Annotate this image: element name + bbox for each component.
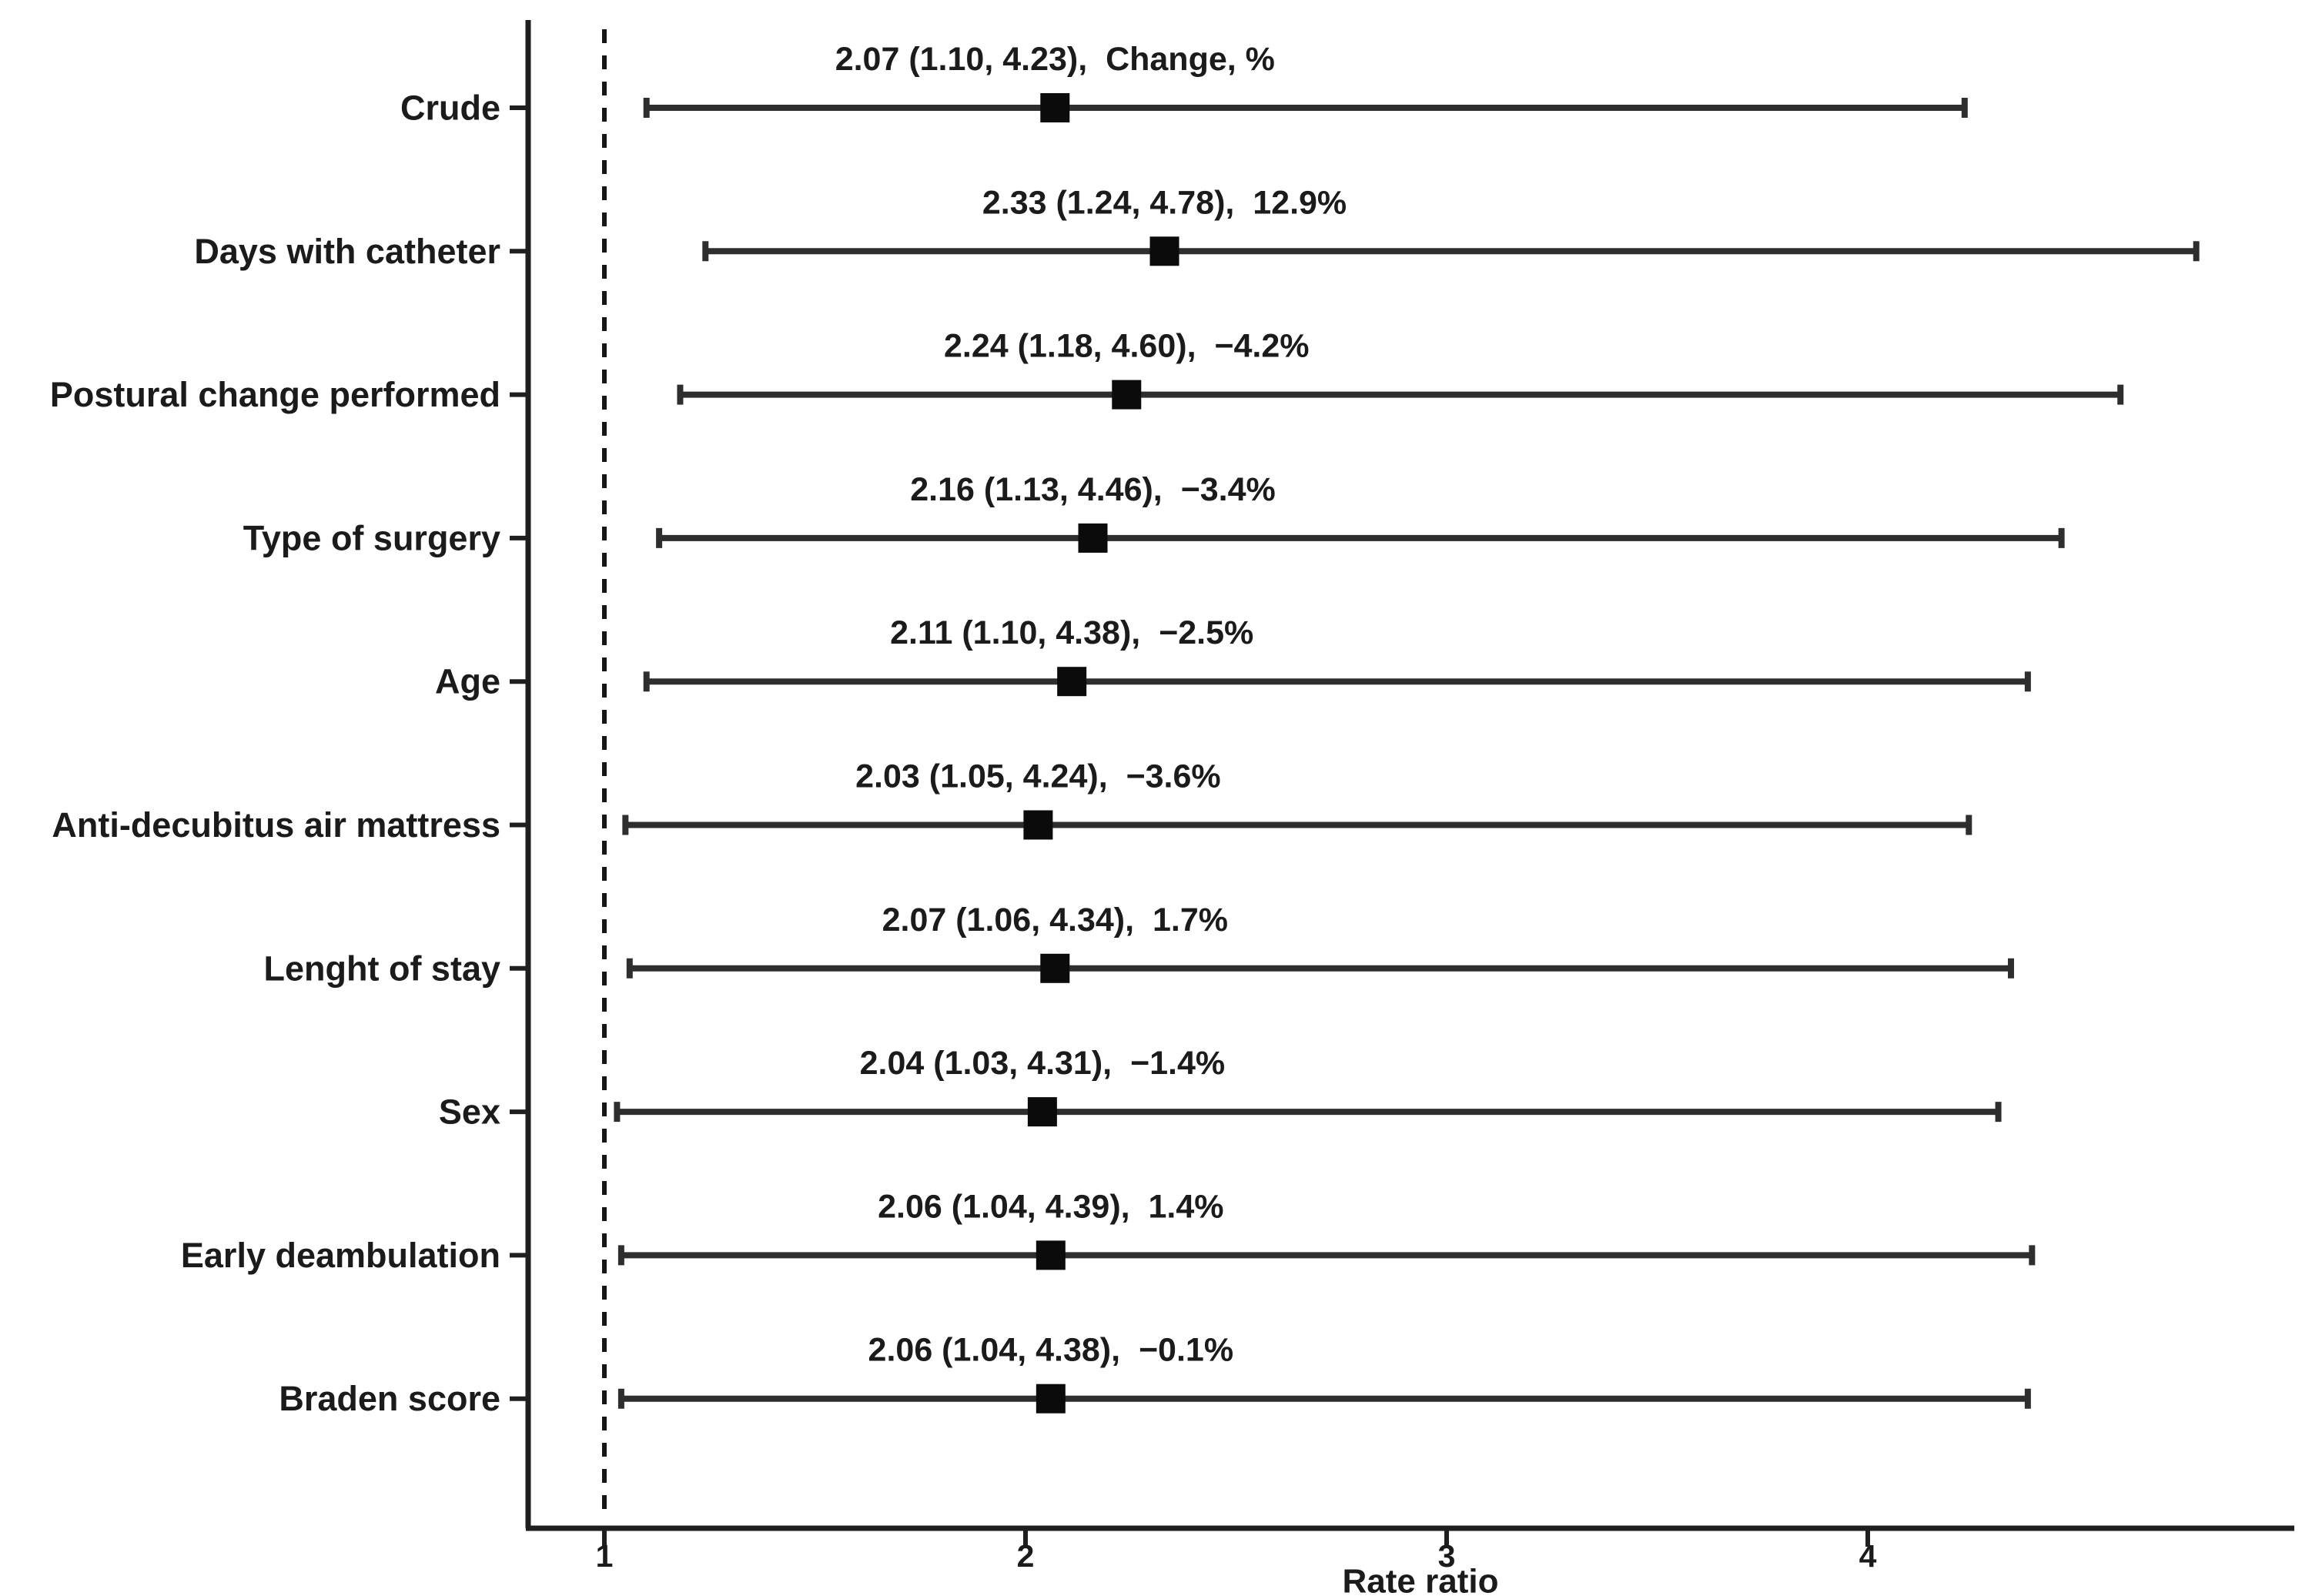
estimate-annotation: 2.24 (1.18, 4.60), −4.2%	[944, 328, 1310, 365]
row-label: Anti-decubitus air mattress	[52, 805, 500, 845]
estimate-annotation: 2.07 (1.10, 4.23), Change, %	[835, 41, 1275, 78]
estimate-annotation: 2.04 (1.03, 4.31), −1.4%	[860, 1045, 1226, 1082]
estimate-annotation: 2.16 (1.13, 4.46), −3.4%	[910, 471, 1276, 508]
estimate-annotation: 2.06 (1.04, 4.39), 1.4%	[878, 1188, 1223, 1225]
point-estimate-marker	[1078, 523, 1108, 553]
estimate-annotation: 2.06 (1.04, 4.38), −0.1%	[868, 1332, 1234, 1369]
row-label: Days with catheter	[194, 232, 500, 271]
estimate-annotation: 2.03 (1.05, 4.24), −3.6%	[855, 758, 1221, 795]
x-tick-label: 4	[1859, 1538, 1877, 1574]
rows-layer: Crude 2.07 (1.10, 4.23), Change, % Days wi…	[50, 41, 2200, 1418]
row-label: Postural change performed	[50, 375, 500, 414]
x-ticks-group: 1 2 3 4	[596, 1528, 1877, 1574]
estimate-annotation: 2.07 (1.06, 4.34), 1.7%	[882, 902, 1228, 939]
point-estimate-marker	[1040, 953, 1070, 983]
point-estimate-marker	[1036, 1384, 1066, 1414]
row-label: Crude	[400, 89, 500, 128]
x-tick-label: 2	[1017, 1538, 1035, 1574]
row-label: Lenght of stay	[263, 949, 500, 988]
x-axis-title: Rate ratio	[1343, 1563, 1499, 1596]
x-tick-label: 3	[1438, 1538, 1456, 1574]
row-label: Type of surgery	[243, 518, 500, 557]
estimate-annotation: 2.11 (1.10, 4.38), −2.5%	[890, 614, 1253, 651]
x-tick-label: 1	[596, 1538, 614, 1574]
point-estimate-marker	[1036, 1240, 1066, 1270]
row-label: Early deambulation	[181, 1236, 500, 1275]
estimate-annotation: 2.33 (1.24, 4.78), 12.9%	[982, 184, 1347, 221]
row-label: Sex	[439, 1092, 500, 1132]
point-estimate-marker	[1112, 380, 1142, 410]
point-estimate-marker	[1023, 810, 1053, 840]
point-estimate-marker	[1057, 667, 1087, 697]
row-label: Age	[435, 662, 500, 701]
point-estimate-marker	[1040, 93, 1070, 122]
point-estimate-marker	[1027, 1097, 1057, 1127]
row-label: Braden score	[279, 1379, 500, 1418]
point-estimate-marker	[1149, 236, 1179, 266]
